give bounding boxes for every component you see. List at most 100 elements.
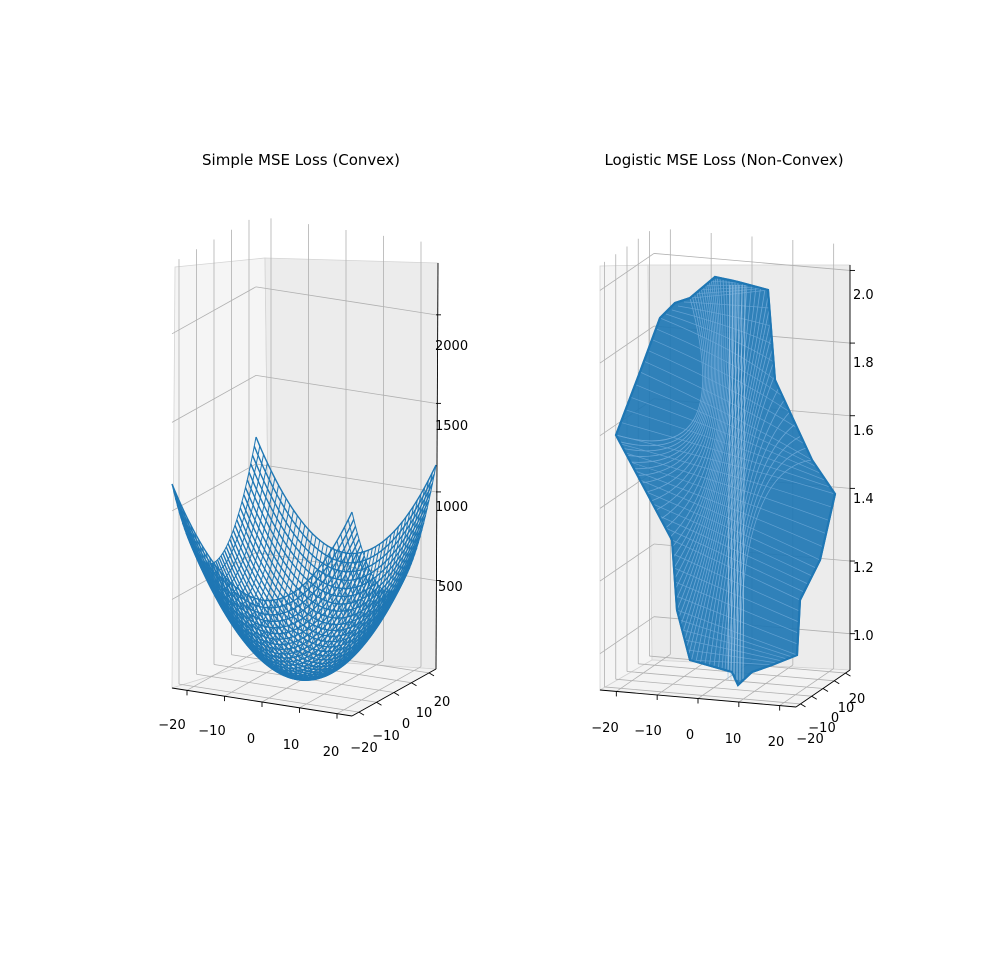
right-surface-line	[620, 443, 833, 508]
right-z-tick-label: 1.6	[853, 424, 874, 439]
right-surface-line	[626, 292, 708, 457]
right-surface-line	[665, 279, 721, 529]
left-surface-line	[287, 548, 373, 676]
right-y-tick-mark	[845, 672, 851, 677]
right-surface-line	[639, 479, 821, 561]
right-surface-line	[670, 278, 722, 538]
right-surface-ridge-line	[733, 284, 737, 681]
right-surface-line	[643, 360, 805, 445]
right-gridline-z-right	[653, 253, 851, 271]
left-gridline-z-left	[171, 463, 257, 512]
left-surface-line	[299, 541, 384, 669]
right-surface-line	[682, 629, 788, 660]
right-surface-line	[683, 301, 770, 309]
right-surface-line	[635, 384, 817, 468]
right-x-tick-label: −20	[591, 721, 618, 736]
right-surface-line	[655, 328, 783, 397]
right-surface-line	[623, 294, 707, 452]
right-surface-line	[682, 285, 752, 633]
right-surface-line	[620, 422, 831, 488]
right-surface-line	[671, 309, 773, 345]
right-surface-line	[615, 434, 836, 495]
right-surface-line	[646, 491, 817, 569]
right-surface-line	[733, 435, 802, 678]
right-gridline-z-left	[599, 543, 655, 582]
right-gridline-z-left	[599, 325, 655, 364]
left-y-tick-label: 0	[402, 717, 410, 732]
left-surface-line	[171, 436, 257, 565]
left-y-tick-mark	[411, 682, 417, 687]
right-z-tick-label: 1.2	[853, 561, 874, 576]
left-gridline-z-right	[255, 463, 437, 493]
left-y-tick-label: 20	[434, 695, 451, 710]
right-surface-line	[655, 281, 718, 511]
left-surface-line	[332, 500, 418, 628]
left-chart-title: Simple MSE Loss (Convex)	[202, 151, 400, 169]
left-surface	[171, 436, 437, 682]
left-surface-line	[329, 506, 414, 634]
right-surface-line	[691, 294, 769, 661]
right-z-tick-label: 2.0	[853, 288, 874, 303]
left-x-tick-label: 0	[247, 732, 255, 747]
right-x-tick-label: 0	[686, 728, 694, 743]
right-surface-line	[704, 334, 772, 665]
right-gridline-z-left	[599, 253, 655, 291]
left-z-tick-label: 1500	[435, 419, 468, 434]
right-surface-line	[672, 278, 724, 548]
left-y-tick-label: 10	[416, 706, 433, 721]
left-surface-line	[254, 551, 339, 679]
right-surface-line	[646, 283, 715, 493]
left-z-tick-label: 1000	[435, 500, 468, 515]
left-gridline-y-floor	[178, 683, 360, 713]
left-surface-line	[325, 511, 411, 640]
right-surface-line	[615, 297, 704, 442]
left-gridline-z-right	[255, 286, 437, 316]
right-surface-line	[635, 470, 824, 548]
right-surface-line	[675, 281, 736, 600]
left-gridlines	[171, 218, 441, 719]
left-surface-line	[209, 510, 294, 638]
right-y-axis-line	[795, 669, 851, 708]
right-y-tick-mark	[822, 688, 829, 692]
left-surface-line	[190, 477, 276, 606]
left-z-tick-label: 2000	[435, 339, 468, 354]
right-surface-line	[675, 280, 733, 590]
left-surface-line	[212, 515, 298, 643]
right-z-tick-label: 1.8	[853, 356, 874, 371]
left-surface-line	[291, 546, 377, 674]
right-surface-line	[660, 280, 720, 520]
right-surface-line	[736, 447, 807, 680]
left-surface-line	[182, 462, 268, 590]
left-surface-line	[231, 536, 317, 665]
left-surface-line	[224, 529, 309, 657]
left-surface-line	[272, 553, 358, 681]
left-surface-line	[321, 516, 407, 645]
left-surface-line	[220, 525, 306, 653]
right-x-tick-label: −10	[634, 724, 661, 739]
left-y-tick-mark	[358, 711, 365, 716]
right-surface-line	[677, 305, 771, 327]
right-surface-line	[684, 639, 783, 662]
right-surface-line	[684, 286, 757, 641]
left-surface-line	[344, 480, 429, 608]
left-surface-line	[179, 454, 264, 582]
right-surface-line	[639, 371, 813, 461]
right-axes: Logistic MSE Loss (Non-Convex) −20 −10 0…	[591, 151, 873, 750]
right-surface-ridge-line	[727, 284, 731, 681]
right-surface-line	[665, 527, 805, 593]
right-surface-line	[675, 595, 798, 645]
left-gridline-z-right	[255, 374, 437, 404]
right-surface-line	[709, 348, 773, 666]
right-surface-line	[659, 317, 776, 381]
right-y-tick-label: 10	[838, 701, 855, 716]
right-x-tick-label: 20	[768, 735, 785, 750]
right-surface-ridge-line	[730, 284, 734, 681]
left-surface-line	[306, 534, 392, 662]
left-surface-line	[197, 491, 283, 620]
right-gridline-y-floor	[604, 686, 801, 705]
right-surface-ridge-line	[739, 284, 743, 681]
left-axes: Simple MSE Loss (Convex) −20 −10 0 10 20…	[158, 151, 468, 760]
left-x-tick-label: −20	[158, 718, 185, 733]
right-x-axis-line	[599, 689, 797, 708]
